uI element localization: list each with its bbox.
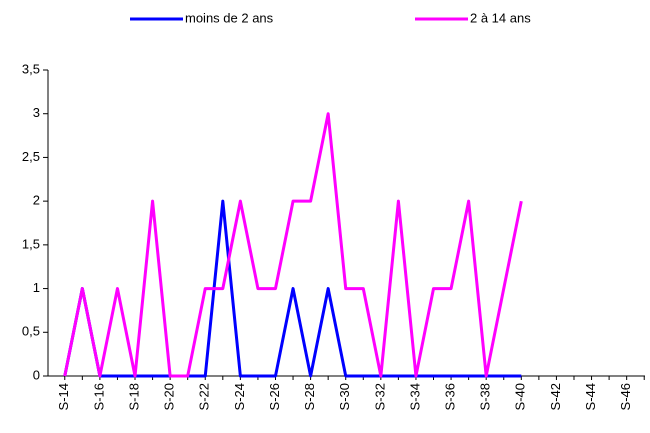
x-tick-label: S-24	[232, 383, 247, 410]
legend-label: 2 à 14 ans	[470, 10, 531, 25]
x-tick-label: S-36	[443, 383, 458, 410]
x-tick-label: S-14	[56, 383, 71, 410]
x-tick-label: S-20	[162, 383, 177, 410]
x-tick-label: S-34	[407, 383, 422, 410]
y-tick-label: 3	[33, 105, 40, 120]
y-tick-label: 1	[33, 280, 40, 295]
x-tick-label: S-22	[197, 383, 212, 410]
y-tick-label: 2	[33, 193, 40, 208]
x-tick-label: S-26	[267, 383, 282, 410]
x-tick-label: S-16	[91, 383, 106, 410]
legend-label: moins de 2 ans	[185, 10, 274, 25]
x-tick-label: S-38	[478, 383, 493, 410]
x-tick-label: S-30	[337, 383, 352, 410]
y-tick-label: 0	[33, 367, 40, 382]
x-tick-label: S-18	[126, 383, 141, 410]
x-tick-label: S-42	[548, 383, 563, 410]
y-tick-label: 3,5	[22, 61, 40, 76]
x-tick-label: S-28	[302, 383, 317, 410]
y-tick-label: 1,5	[22, 236, 40, 251]
x-tick-label: S-46	[618, 383, 633, 410]
y-tick-label: 2,5	[22, 149, 40, 164]
x-tick-label: S-44	[583, 383, 598, 410]
x-tick-label: S-32	[372, 383, 387, 410]
series-line	[63, 112, 523, 378]
series-line	[63, 199, 522, 378]
y-tick-label: 0,5	[22, 324, 40, 339]
x-tick-label: S-40	[513, 383, 528, 410]
